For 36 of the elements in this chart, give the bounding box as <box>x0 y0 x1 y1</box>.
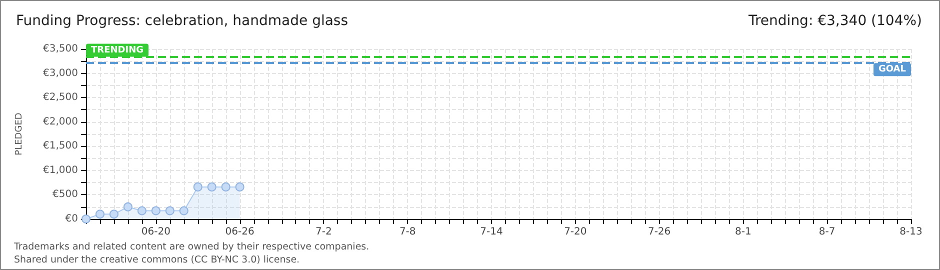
point <box>193 182 202 192</box>
x-tick-label: 7-20 <box>564 226 587 238</box>
text: Trademarks and related content are owned by their respective companies. <box>13 242 370 252</box>
point <box>165 206 174 216</box>
point <box>137 206 146 216</box>
point <box>221 182 230 192</box>
ref-line-label: GOAL <box>878 64 906 75</box>
y-tick-label: €0 <box>65 214 78 224</box>
point <box>235 182 244 192</box>
x-tick-label: 8-13 <box>900 226 922 238</box>
x-tick-label: 7-2 <box>316 226 332 238</box>
point <box>95 210 104 219</box>
x-tick-label: 06-20 <box>141 226 170 238</box>
y-tick-label: €500 <box>52 189 78 200</box>
y-axis-title: PLEDGED <box>14 112 24 156</box>
ref-line-label: TRENDING <box>91 45 144 56</box>
point <box>151 206 160 216</box>
y-tick-label: €1,000 <box>43 164 78 176</box>
y-tick-label: €2,000 <box>43 116 78 128</box>
y-tick-label: €3,500 <box>43 44 78 54</box>
point <box>207 182 216 192</box>
x-tick-label: 7-26 <box>648 226 671 238</box>
x-tick-label: 7-8 <box>399 226 416 238</box>
x-tick-label: 8-1 <box>735 226 752 238</box>
text: Shared under the creative commons (CC BY-NC 3.0) license. <box>14 254 300 266</box>
y-tick-label: €3,000 <box>43 68 78 79</box>
x-tick-label: 06-26 <box>225 226 254 238</box>
x-tick-label: 8-7 <box>818 226 836 238</box>
chart-title: Funding Progress: celebration, handmade glass <box>16 13 348 29</box>
y-tick-label: €1,500 <box>43 140 78 152</box>
y-tick-label: €2,500 <box>43 92 78 104</box>
point <box>179 206 188 216</box>
chart-subtitle: Trending: €3,340 (104%) <box>747 13 922 29</box>
point <box>123 202 132 212</box>
point <box>109 210 118 219</box>
x-tick-label: 7-14 <box>480 226 503 238</box>
